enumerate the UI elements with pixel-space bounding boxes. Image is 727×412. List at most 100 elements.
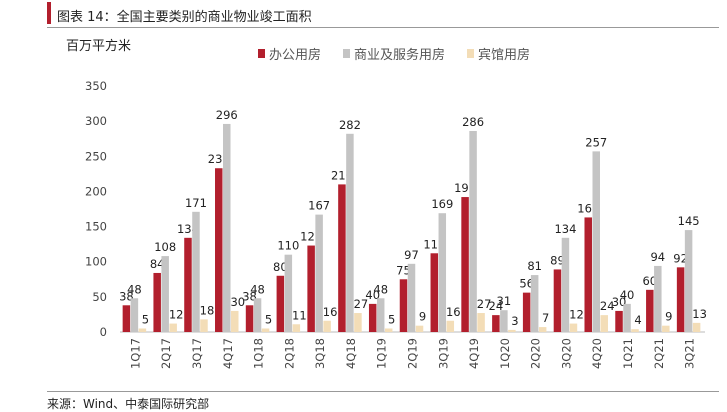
x-tick-label-3Q18: 3Q18 — [313, 338, 327, 369]
bar-4Q17-s1 — [223, 123, 231, 332]
bar-1Q21-s1 — [623, 303, 631, 332]
data-label-1Q17-s2: 5 — [142, 312, 149, 326]
data-label-4Q17-s1: 296 — [216, 108, 238, 122]
chart-title: 图表 14：全国主要类别的商业物业竣工面积 — [57, 10, 312, 25]
x-tick-label-4Q20: 4Q20 — [590, 338, 604, 369]
data-label-2Q19-s1: 97 — [404, 248, 419, 262]
x-tick-label-2Q19: 2Q19 — [406, 338, 420, 369]
data-label-2Q18-s2: 11 — [292, 308, 307, 322]
x-tick-label-3Q21: 3Q21 — [683, 338, 697, 369]
legend-label-hotel: 宾馆用房 — [478, 48, 531, 63]
bar-2Q21-s2 — [662, 325, 670, 332]
data-label-2Q19-s0: 75 — [396, 263, 411, 277]
bar-3Q19-s0 — [430, 253, 439, 332]
data-label-2Q18-s1: 110 — [277, 239, 299, 253]
bar-1Q20-s2 — [508, 329, 516, 332]
data-label-1Q19-s1: 48 — [373, 282, 388, 296]
data-label-3Q18-s2: 16 — [323, 305, 338, 319]
bar-1Q20-s0 — [492, 315, 500, 332]
data-label-1Q21-s0: 30 — [612, 295, 627, 309]
x-tick-label-3Q20: 3Q20 — [559, 338, 573, 369]
data-label-4Q19-s2: 27 — [477, 297, 492, 311]
data-label-1Q21-s1: 40 — [620, 288, 635, 302]
data-label-1Q19-s0: 40 — [365, 288, 380, 302]
data-label-3Q19-s1: 169 — [431, 197, 453, 211]
data-label-2Q21-s1: 94 — [650, 250, 665, 264]
x-tick-label-2Q21: 2Q21 — [652, 338, 666, 369]
bar-1Q19-s2 — [384, 328, 393, 332]
bar-1Q20-s1 — [500, 310, 508, 332]
legend: 办公用房 商业及服务用房 宾馆用房 — [258, 44, 530, 63]
data-label-1Q19-s2: 5 — [388, 312, 395, 326]
y-tick-label: 300 — [85, 114, 107, 128]
bar-3Q21-s0 — [676, 267, 685, 332]
legend-item-hotel: 宾馆用房 — [467, 44, 530, 63]
data-label-1Q17-s1: 48 — [127, 282, 142, 296]
bar-2Q21-s0 — [646, 289, 654, 332]
y-tick-label: 50 — [92, 290, 107, 304]
bar-2Q19-s2 — [415, 325, 424, 332]
y-tick-label: 100 — [85, 255, 107, 269]
data-label-1Q18-s0: 38 — [242, 289, 257, 303]
data-label-2Q20-s2: 7 — [542, 311, 549, 325]
data-label-1Q18-s1: 48 — [250, 282, 265, 296]
bar-4Q20-s1 — [592, 151, 600, 332]
legend-item-office: 办公用房 — [258, 44, 321, 63]
legend-swatch-commercial — [343, 49, 351, 58]
bar-3Q20-s0 — [553, 269, 562, 332]
data-label-1Q18-s2: 5 — [265, 312, 272, 326]
data-label-3Q20-s1: 134 — [554, 222, 576, 236]
x-tick-label-1Q19: 1Q19 — [375, 338, 389, 369]
data-label-4Q18-s1: 282 — [339, 118, 361, 132]
legend-label-office: 办公用房 — [269, 48, 322, 63]
bar-3Q19-s2 — [446, 320, 455, 332]
x-tick-label-2Q17: 2Q17 — [159, 338, 173, 369]
x-tick-label-3Q19: 3Q19 — [436, 338, 450, 369]
bar-1Q18-s2 — [261, 328, 270, 332]
data-label-3Q17-s2: 18 — [200, 303, 215, 317]
legend-label-commercial: 商业及服务用房 — [354, 48, 446, 63]
data-label-3Q17-s1: 171 — [185, 196, 207, 210]
data-label-2Q17-s2: 12 — [169, 308, 184, 322]
bar-1Q17-s1 — [130, 298, 139, 332]
y-tick-label: 200 — [85, 184, 107, 198]
y-tick-label: 0 — [100, 325, 107, 339]
data-label-2Q17-s1: 108 — [154, 240, 176, 254]
data-label-4Q17-s2: 30 — [230, 295, 245, 309]
bar-2Q20-s1 — [530, 275, 539, 332]
bar-1Q18-s1 — [253, 298, 262, 332]
bar-2Q19-s1 — [407, 263, 416, 332]
bar-chart: 050100150200250300350384851Q1784108122Q1… — [85, 79, 707, 369]
bar-3Q21-s1 — [684, 230, 693, 332]
legend-swatch-hotel — [467, 49, 475, 58]
x-tick-label-3Q17: 3Q17 — [190, 338, 204, 369]
bar-3Q21-s2 — [692, 322, 701, 332]
bar-2Q20-s2 — [538, 327, 547, 332]
data-label-3Q20-s0: 89 — [550, 253, 565, 267]
data-label-2Q18-s0: 80 — [273, 260, 288, 274]
bar-4Q18-s1 — [346, 133, 354, 332]
x-tick-label-1Q21: 1Q21 — [621, 338, 635, 369]
x-tick-label-1Q18: 1Q18 — [252, 338, 266, 369]
bar-2Q18-s2 — [292, 324, 301, 332]
x-tick-label-1Q17: 1Q17 — [128, 338, 142, 369]
data-label-3Q21-s0: 92 — [673, 251, 688, 265]
data-label-1Q20-s0: 24 — [489, 299, 504, 313]
data-label-1Q17-s0: 38 — [119, 289, 134, 303]
bar-2Q20-s0 — [522, 292, 531, 332]
data-label-3Q21-s2: 13 — [692, 307, 707, 321]
bar-3Q17-s2 — [200, 319, 208, 332]
bar-3Q20-s2 — [569, 323, 578, 332]
data-label-2Q20-s0: 56 — [519, 277, 534, 291]
bar-2Q17-s0 — [153, 272, 161, 332]
x-tick-label-1Q20: 1Q20 — [498, 338, 512, 369]
data-label-4Q20-s1: 257 — [585, 135, 607, 149]
data-label-4Q19-s1: 286 — [462, 115, 484, 129]
bar-2Q18-s1 — [284, 254, 293, 332]
bar-4Q17-s0 — [215, 168, 223, 332]
bar-1Q17-s0 — [122, 305, 131, 332]
bar-3Q18-s0 — [307, 245, 315, 332]
bar-4Q18-s0 — [338, 184, 346, 332]
bar-4Q19-s1 — [469, 130, 477, 332]
legend-swatch-office — [258, 49, 265, 58]
